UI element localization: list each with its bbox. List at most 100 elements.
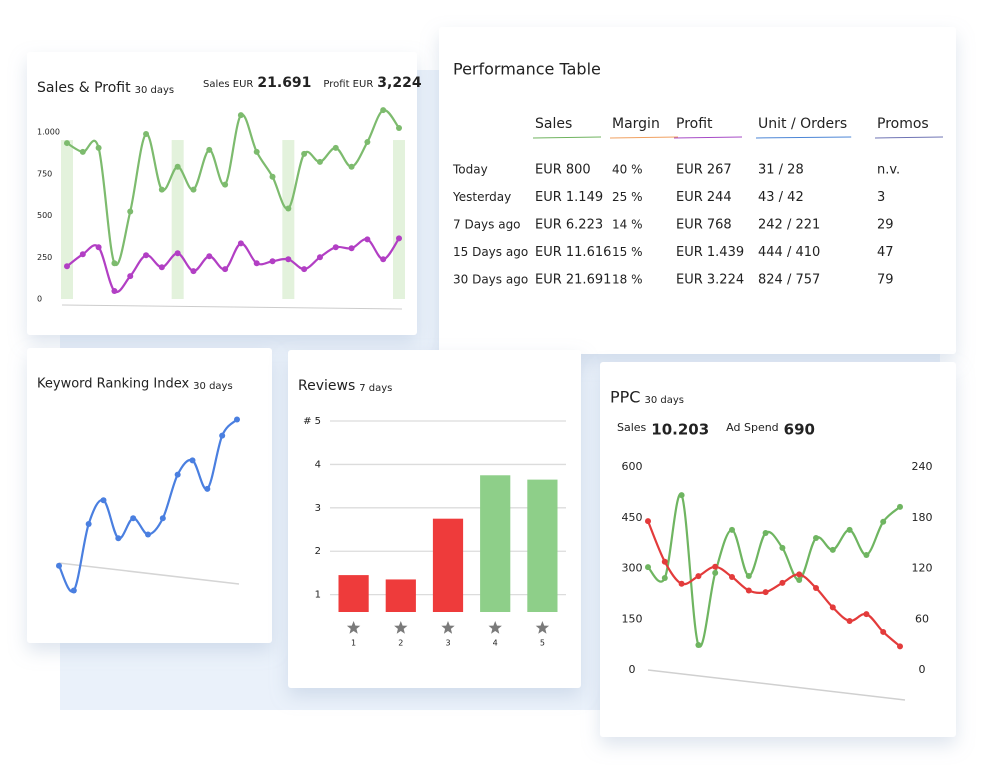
table-cell: 824 / 757 — [758, 273, 820, 288]
point — [237, 112, 244, 119]
table-cell: EUR 267 — [676, 163, 732, 178]
y-tick-label: 500 — [37, 211, 52, 220]
point — [729, 526, 735, 533]
legend-total: 3,224 — [377, 75, 422, 91]
point — [779, 544, 786, 551]
legend-total: 690 — [784, 421, 815, 439]
point — [56, 562, 62, 569]
point — [145, 531, 151, 538]
header-underline — [874, 136, 944, 139]
point — [880, 518, 887, 525]
column-header: Promos — [877, 116, 929, 132]
point — [190, 186, 197, 193]
legend-total: 21.691 — [257, 75, 311, 91]
highlight-band — [61, 140, 73, 299]
chart-title: Keyword Ranking Index — [37, 377, 189, 392]
point — [678, 580, 685, 587]
row-label: 7 Days ago — [453, 218, 521, 232]
column-header: Unit / Orders — [758, 116, 847, 132]
chart-subtitle: 30 days — [644, 395, 684, 406]
panel-performance-table — [439, 27, 956, 354]
panel-ppc — [600, 362, 956, 737]
x-tick-label: 2 — [398, 639, 403, 648]
point — [396, 235, 402, 242]
chart-subtitle: 30 days — [135, 85, 175, 96]
point — [158, 264, 165, 271]
y2-tick-label: 180 — [912, 511, 933, 524]
table-cell: EUR 1.439 — [676, 245, 744, 260]
point — [204, 485, 211, 492]
point — [813, 535, 819, 542]
point — [79, 251, 86, 258]
panel-keyword-ranking — [27, 348, 272, 643]
y-tick-label: 450 — [622, 511, 643, 524]
point — [745, 587, 752, 594]
point — [796, 571, 803, 578]
point — [695, 641, 702, 648]
point — [645, 564, 651, 571]
point — [396, 125, 402, 132]
column-header: Sales — [535, 116, 572, 132]
y-tick-label: 250 — [37, 253, 52, 262]
point — [285, 256, 292, 263]
table-cell: 15 % — [612, 245, 643, 259]
point — [285, 205, 292, 212]
chart-title: Sales & Profit — [37, 80, 131, 96]
table-cell: 29 — [877, 218, 894, 233]
point — [115, 535, 122, 542]
y2-tick-label: 120 — [912, 562, 933, 575]
point — [174, 163, 181, 170]
point — [111, 260, 118, 267]
column-header: Margin — [612, 116, 660, 132]
chart-title: Reviews — [298, 378, 355, 394]
point — [159, 515, 166, 522]
header-underline — [532, 136, 602, 139]
legend-label: Ad Spend — [726, 421, 779, 434]
table-cell: EUR 800 — [535, 163, 591, 178]
point — [364, 139, 371, 146]
table-cell: EUR 3.224 — [676, 273, 744, 288]
point — [348, 163, 355, 170]
point — [301, 266, 308, 273]
row-label: 15 Days ago — [453, 245, 528, 259]
point — [143, 252, 150, 259]
point — [64, 140, 70, 147]
row-label: 30 Days ago — [453, 273, 528, 287]
line-series — [646, 520, 901, 648]
point — [332, 144, 339, 151]
column-header: Profit — [676, 116, 713, 132]
point — [813, 584, 819, 591]
chart-subtitle: 7 days — [359, 383, 392, 394]
header-underline — [755, 136, 852, 139]
point — [380, 107, 387, 114]
point — [100, 497, 107, 504]
header-underline — [673, 136, 743, 139]
point — [762, 589, 769, 596]
y2-tick-label: 0 — [919, 663, 926, 676]
table-cell: 43 / 42 — [758, 190, 804, 205]
point — [745, 572, 752, 579]
table-cell: 444 / 410 — [758, 245, 820, 260]
legend-label: Sales EUR — [203, 79, 253, 90]
point — [95, 244, 102, 251]
header-underline — [609, 136, 679, 139]
table-cell: EUR 6.223 — [535, 218, 603, 233]
y-tick-label: 600 — [622, 460, 643, 473]
star-icon — [346, 621, 361, 634]
table-cell: 3 — [877, 190, 885, 205]
point — [729, 573, 735, 580]
point — [206, 146, 213, 153]
highlight-band — [393, 140, 405, 299]
point — [64, 263, 70, 270]
y-tick-label: 2 — [315, 546, 321, 557]
x-tick-label: 5 — [540, 639, 545, 648]
y-tick-label: 0 — [37, 295, 42, 304]
point — [253, 148, 260, 155]
point — [127, 273, 134, 280]
table-cell: 79 — [877, 273, 894, 288]
point — [348, 245, 355, 252]
point — [174, 471, 181, 478]
point — [645, 518, 651, 525]
point — [79, 148, 86, 155]
point — [846, 617, 853, 624]
